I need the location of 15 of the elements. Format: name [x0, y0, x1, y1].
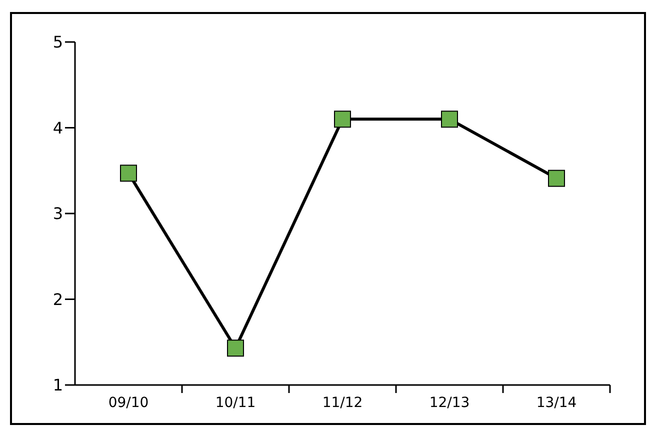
y-tick-label: 1: [52, 376, 63, 395]
point: [120, 164, 137, 182]
y-tick-label: 5: [52, 32, 63, 52]
x-tick-label: 10/11: [215, 395, 256, 411]
x-tick-label: 12/13: [429, 395, 470, 411]
point: [548, 170, 565, 187]
point: [227, 340, 244, 357]
y-tick-label: 2: [52, 290, 63, 309]
y-tick-label: 3: [52, 204, 63, 224]
x-tick-label: 09/10: [108, 395, 149, 411]
x-tick-label: 11/12: [322, 395, 363, 411]
x-tick-label: 13/14: [536, 395, 577, 411]
point: [334, 110, 351, 128]
point: [441, 110, 458, 128]
y-tick-label: 4: [52, 118, 63, 138]
